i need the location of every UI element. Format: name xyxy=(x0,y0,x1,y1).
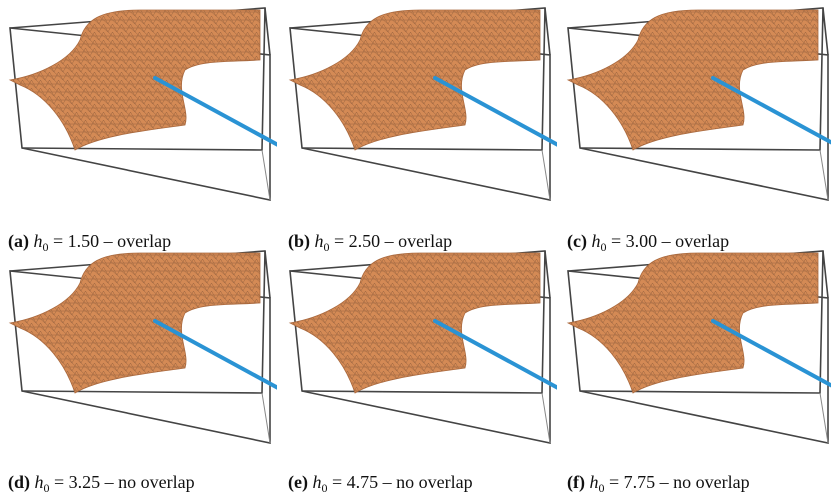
caption: (e) h0 = 4.75 – no overlap xyxy=(288,472,473,495)
caption-symbol: h xyxy=(312,472,321,492)
mesh-panel xyxy=(290,8,558,200)
caption-symbol: h xyxy=(34,231,43,251)
caption-tag: (c) xyxy=(567,231,587,252)
mesh-panel xyxy=(290,251,558,443)
caption-subscript: 0 xyxy=(44,481,50,495)
caption-tag: (a) xyxy=(8,231,29,252)
caption-subscript: 0 xyxy=(43,240,49,254)
caption-text: = 1.50 – overlap xyxy=(53,231,171,251)
caption-subscript: 0 xyxy=(600,240,606,254)
caption: (b) h0 = 2.50 – overlap xyxy=(288,231,452,255)
caption-symbol: h xyxy=(35,472,44,492)
figure: (a) h0 = 1.50 – overlap (b) h0 = 2.50 – … xyxy=(0,0,831,495)
caption-tag: (f) xyxy=(567,472,585,493)
caption-symbol: h xyxy=(591,231,600,251)
caption-text: = 7.75 – no overlap xyxy=(609,472,750,492)
caption-tag: (b) xyxy=(288,231,310,252)
caption-subscript: 0 xyxy=(324,240,330,254)
page: (a) h0 = 1.50 – overlap (b) h0 = 2.50 – … xyxy=(0,0,831,495)
caption: (d) h0 = 3.25 – no overlap xyxy=(8,472,195,495)
mesh-panel xyxy=(10,251,278,443)
mesh-panel xyxy=(10,8,278,200)
caption: (c) h0 = 3.00 – overlap xyxy=(567,231,729,255)
caption-subscript: 0 xyxy=(598,481,604,495)
caption-tag: (d) xyxy=(8,472,30,493)
caption-symbol: h xyxy=(315,231,324,251)
caption-text: = 2.50 – overlap xyxy=(334,231,452,251)
caption: (a) h0 = 1.50 – overlap xyxy=(8,231,171,255)
caption-tag: (e) xyxy=(288,472,308,493)
caption-text: = 3.00 – overlap xyxy=(611,231,729,251)
caption: (f) h0 = 7.75 – no overlap xyxy=(567,472,750,495)
caption-text: = 3.25 – no overlap xyxy=(54,472,195,492)
caption-subscript: 0 xyxy=(321,481,327,495)
mesh-panel xyxy=(568,251,831,443)
mesh-panel xyxy=(568,8,831,200)
caption-text: = 4.75 – no overlap xyxy=(332,472,473,492)
caption-symbol: h xyxy=(589,472,598,492)
